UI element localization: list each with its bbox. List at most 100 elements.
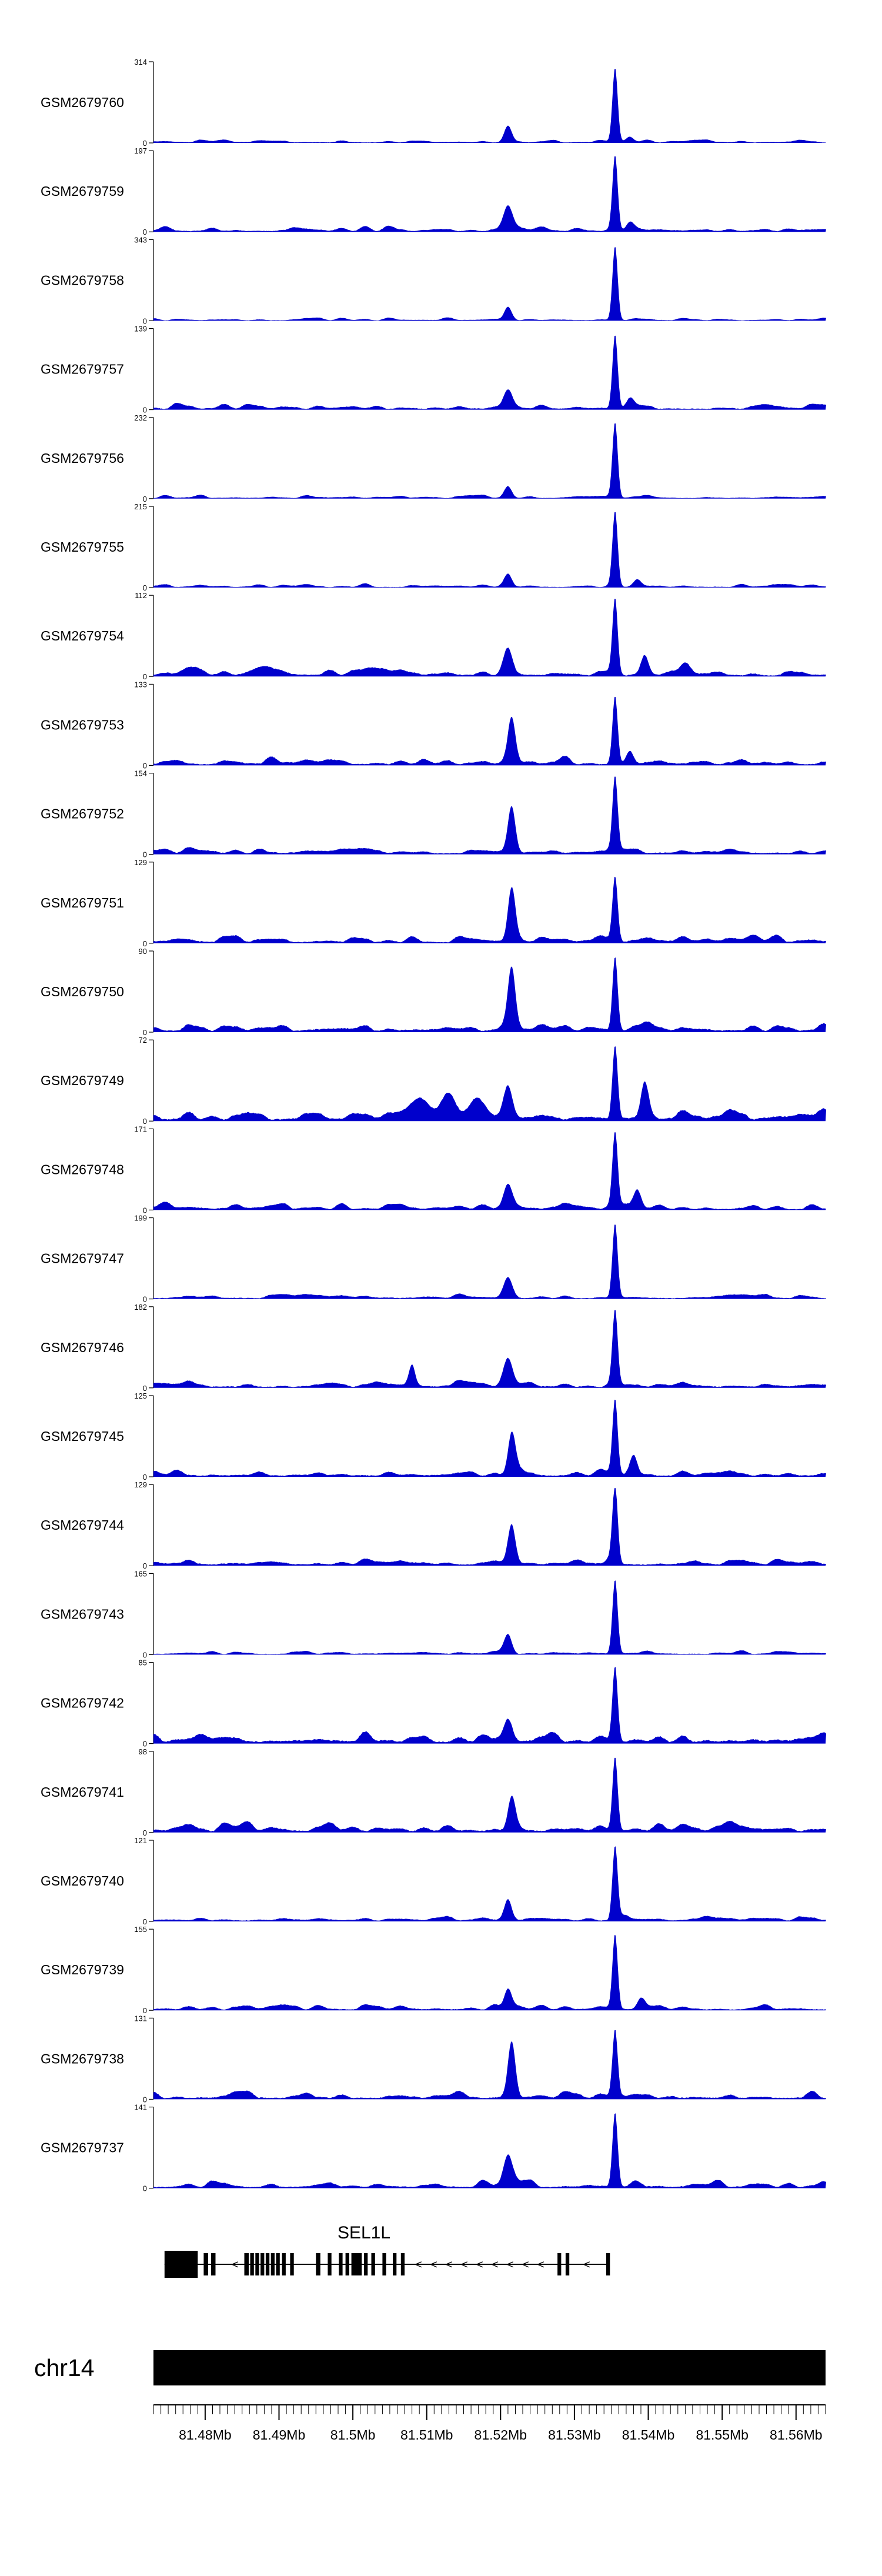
track-ymin: 0 — [143, 1561, 147, 1570]
track-ymin: 0 — [143, 1473, 147, 1481]
strand-arrow: < — [522, 2258, 529, 2271]
track-ymax: 98 — [139, 1747, 147, 1756]
exon — [328, 2253, 332, 2275]
exon — [371, 2253, 375, 2275]
signal-track: GSM2679757 139 0 — [41, 325, 826, 415]
track-ymax: 165 — [134, 1569, 147, 1578]
signal-area — [153, 1580, 826, 1655]
signal-area — [153, 1132, 826, 1210]
signal-track: GSM2679742 85 0 — [41, 1659, 826, 1749]
signal-area — [153, 697, 826, 766]
signal-area — [153, 156, 826, 232]
track-label: GSM2679752 — [41, 806, 124, 822]
exon — [244, 2253, 249, 2275]
exon — [255, 2253, 259, 2275]
exon — [400, 2253, 405, 2275]
track-ymin: 0 — [143, 1650, 147, 1659]
ruler-tick-label: 81.54Mb — [622, 2427, 675, 2442]
signal-area — [153, 335, 826, 410]
track-ymin: 0 — [143, 1917, 147, 1926]
signal-area — [153, 512, 826, 588]
signal-area — [153, 1935, 826, 2011]
track-ymin: 0 — [143, 316, 147, 325]
chromosome-label: chr14 — [34, 2354, 95, 2381]
signal-area — [153, 957, 826, 1032]
track-label: GSM2679756 — [41, 451, 124, 466]
signal-track: GSM2679758 343 0 — [41, 235, 826, 325]
exon — [316, 2253, 320, 2275]
track-ymin: 0 — [143, 495, 147, 503]
track-label: GSM2679760 — [41, 95, 124, 110]
signal-area — [153, 776, 826, 855]
strand-arrow: < — [583, 2258, 590, 2271]
track-label: GSM2679741 — [41, 1784, 124, 1800]
signal-track: GSM2679753 133 0 — [41, 680, 826, 770]
track-ymax: 139 — [134, 325, 147, 333]
track-label: GSM2679740 — [41, 1873, 124, 1888]
signal-track: GSM2679738 131 0 — [41, 2014, 826, 2104]
track-ymax: 125 — [134, 1392, 147, 1400]
track-label: GSM2679744 — [41, 1517, 124, 1533]
track-label: GSM2679757 — [41, 362, 124, 377]
exon — [290, 2253, 294, 2275]
track-ymin: 0 — [143, 1028, 147, 1037]
exon — [265, 2253, 270, 2275]
strand-arrow: < — [461, 2258, 468, 2271]
ruler-tick-label: 81.48Mb — [179, 2427, 232, 2442]
track-ymax: 154 — [134, 769, 147, 778]
signal-area — [153, 69, 826, 143]
track-ymin: 0 — [143, 1828, 147, 1837]
exon — [282, 2253, 286, 2275]
chromosome-ideogram — [153, 2350, 826, 2385]
signal-area — [153, 2030, 826, 2100]
signal-track: GSM2679740 121 0 — [41, 1836, 826, 1926]
strand-arrow: < — [492, 2258, 499, 2271]
track-ymax: 121 — [134, 1836, 147, 1845]
track-label: GSM2679746 — [41, 1340, 124, 1355]
exon — [260, 2253, 265, 2275]
exon — [606, 2253, 610, 2275]
signal-area — [153, 247, 826, 321]
track-ymin: 0 — [143, 939, 147, 948]
track-ymin: 0 — [143, 406, 147, 415]
track-ymax: 129 — [134, 1480, 147, 1489]
signal-track: GSM2679743 165 0 — [41, 1569, 826, 1659]
strand-arrow: < — [507, 2258, 514, 2271]
ruler: 81.48Mb 81.49Mb 81.5Mb 81.51Mb 81.52Mb 81.53M… — [153, 2404, 826, 2442]
track-ymax: 141 — [134, 2103, 147, 2112]
signal-track: GSM2679739 155 0 — [41, 1925, 826, 2015]
track-label: GSM2679737 — [41, 2140, 124, 2155]
signal-area — [153, 1399, 826, 1477]
track-label: GSM2679748 — [41, 1162, 124, 1177]
exon — [351, 2253, 362, 2275]
track-ymin: 0 — [143, 2006, 147, 2015]
signal-track: GSM2679752 154 0 — [41, 769, 826, 859]
gene-label: SEL1L — [338, 2223, 390, 2243]
exon — [393, 2253, 397, 2275]
track-ymax: 171 — [134, 1125, 147, 1133]
track-label: GSM2679745 — [41, 1429, 124, 1444]
track-ymax: 131 — [134, 2014, 147, 2023]
ruler-tick-label: 81.49Mb — [253, 2427, 306, 2442]
track-ymin: 0 — [143, 583, 147, 592]
strand-arrow: < — [430, 2258, 437, 2271]
track-label: GSM2679743 — [41, 1606, 124, 1621]
signal-track: GSM2679744 129 0 — [41, 1480, 826, 1570]
signal-track: GSM2679745 125 0 — [41, 1392, 826, 1481]
track-ymin: 0 — [143, 1384, 147, 1393]
track-label: GSM2679747 — [41, 1251, 124, 1266]
track-ymax: 215 — [134, 502, 147, 511]
track-label: GSM2679754 — [41, 628, 124, 643]
exon — [211, 2253, 216, 2275]
track-ymax: 90 — [139, 947, 147, 956]
ruler-tick-label: 81.56Mb — [770, 2427, 823, 2442]
track-ymin: 0 — [143, 2095, 147, 2104]
track-ymin: 0 — [143, 672, 147, 681]
signal-track: GSM2679747 199 0 — [41, 1214, 826, 1304]
exon — [339, 2253, 343, 2275]
track-label: GSM2679739 — [41, 1962, 124, 1977]
signal-track: GSM2679737 141 0 — [41, 2103, 826, 2193]
signal-track: GSM2679749 72 0 — [41, 1036, 826, 1126]
track-label: GSM2679759 — [41, 183, 124, 199]
